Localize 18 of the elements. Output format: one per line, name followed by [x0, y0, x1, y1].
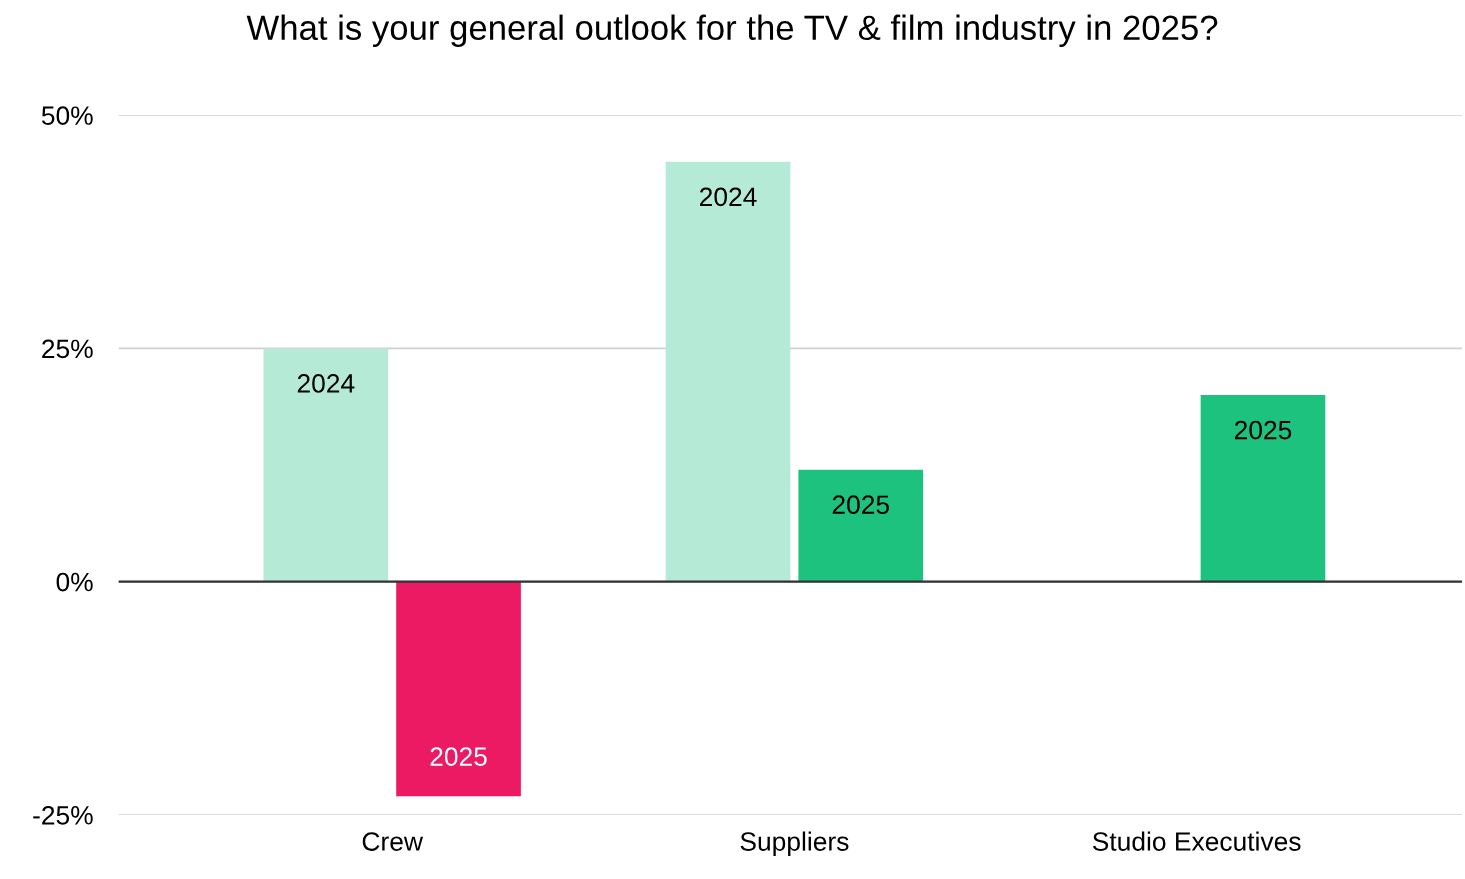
y-tick-label: 0%	[56, 572, 93, 592]
x-tick-label: Suppliers	[740, 831, 849, 857]
text: 2025	[1234, 420, 1292, 440]
text: 2025	[430, 747, 487, 766]
y-tick-label: 50%	[41, 106, 93, 125]
bar	[665, 161, 791, 582]
x-tick-label: Crew	[362, 832, 424, 851]
bar	[263, 348, 389, 582]
series-label: 2025	[832, 495, 889, 515]
x-tick-label: Studio Executives	[1092, 831, 1301, 851]
y-tick-label: -25%	[33, 805, 93, 825]
series-label: 2024	[297, 374, 355, 393]
bar	[798, 469, 924, 582]
y-tick-label: 25%	[42, 339, 93, 359]
bar	[396, 581, 521, 797]
text: 2024	[700, 187, 757, 207]
bar	[1200, 395, 1326, 582]
chart-title: What is your general outlook for the TV & film industry in 2025?	[246, 14, 1218, 47]
